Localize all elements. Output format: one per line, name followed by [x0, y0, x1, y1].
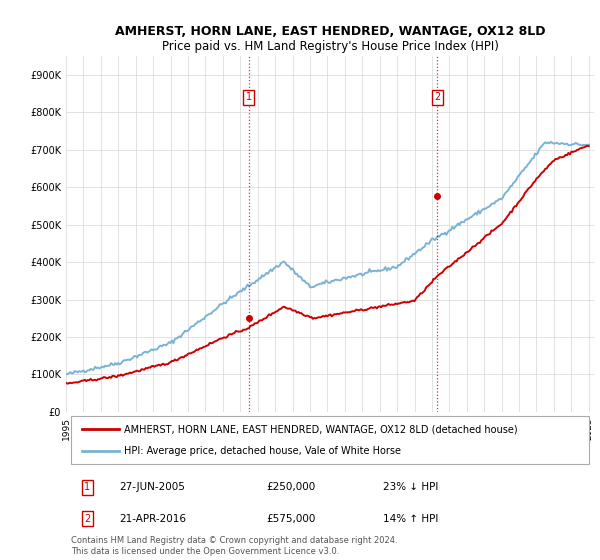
Text: 1: 1 [245, 92, 251, 102]
Text: AMHERST, HORN LANE, EAST HENDRED, WANTAGE, OX12 8LD (detached house): AMHERST, HORN LANE, EAST HENDRED, WANTAG… [124, 424, 518, 435]
Text: This data is licensed under the Open Government Licence v3.0.: This data is licensed under the Open Gov… [71, 547, 340, 556]
Text: Contains HM Land Registry data © Crown copyright and database right 2024.: Contains HM Land Registry data © Crown c… [71, 536, 398, 545]
Text: 1: 1 [84, 482, 90, 492]
Text: £250,000: £250,000 [266, 482, 316, 492]
Text: 2: 2 [434, 92, 440, 102]
Text: 14% ↑ HPI: 14% ↑ HPI [383, 514, 438, 524]
Text: £575,000: £575,000 [266, 514, 316, 524]
Text: HPI: Average price, detached house, Vale of White Horse: HPI: Average price, detached house, Vale… [124, 446, 401, 455]
Text: 2: 2 [84, 514, 90, 524]
FancyBboxPatch shape [71, 416, 589, 464]
Text: 23% ↓ HPI: 23% ↓ HPI [383, 482, 438, 492]
Text: 27-JUN-2005: 27-JUN-2005 [119, 482, 185, 492]
Text: AMHERST, HORN LANE, EAST HENDRED, WANTAGE, OX12 8LD: AMHERST, HORN LANE, EAST HENDRED, WANTAG… [115, 25, 545, 38]
Text: 21-APR-2016: 21-APR-2016 [119, 514, 186, 524]
Text: Price paid vs. HM Land Registry's House Price Index (HPI): Price paid vs. HM Land Registry's House … [161, 40, 499, 53]
